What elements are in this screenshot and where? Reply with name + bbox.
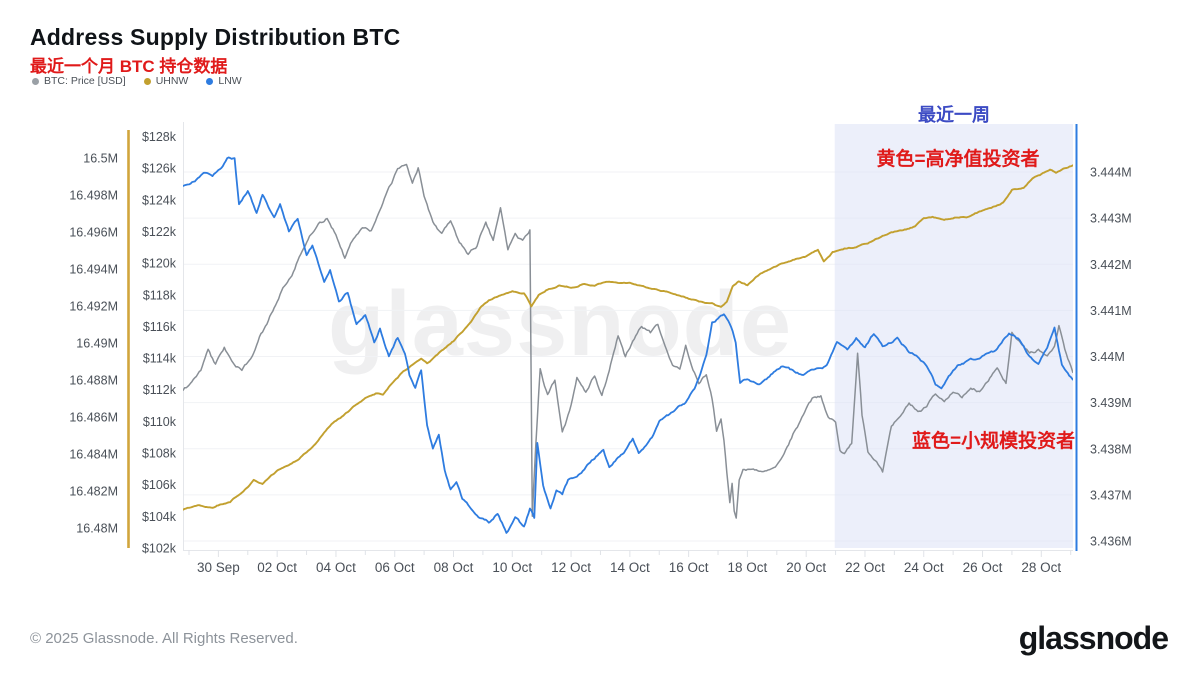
y-tick-supply-left: 16.494M [69, 263, 118, 277]
y-tick-supply-right: 3.436M [1090, 535, 1132, 549]
x-tick-label: 16 Oct [669, 560, 709, 575]
x-tick-label: 04 Oct [316, 560, 356, 575]
recent-week-label: 最近一周 [918, 105, 990, 125]
y-tick-price: $106k [142, 478, 177, 492]
x-tick-label: 08 Oct [434, 560, 474, 575]
y-tick-supply-right: 3.444M [1090, 166, 1132, 180]
y-tick-supply-left: 16.498M [69, 189, 118, 203]
y-tick-price: $102k [142, 542, 177, 556]
page-title: Address Supply Distribution BTC [30, 24, 401, 50]
yellow-series-annotation: 黄色=高净值投资者 [876, 149, 1040, 170]
y-tick-supply-left: 16.496M [69, 226, 118, 240]
chart-subtitle: 最近一个月 BTC 持仓数据 [30, 57, 228, 76]
y-tick-price: $124k [142, 193, 177, 207]
legend-item-uhnw[interactable]: UHNW [143, 75, 189, 87]
y-tick-price: $120k [142, 257, 177, 271]
legend-label: BTC: Price [USD] [44, 75, 126, 87]
legend-item-btc-price-usd-[interactable]: BTC: Price [USD] [32, 75, 126, 87]
y-tick-supply-left: 16.484M [69, 448, 118, 462]
x-tick-label: 10 Oct [492, 560, 532, 575]
y-tick-price: $122k [142, 225, 177, 239]
legend: BTC: Price [USD] UHNW LNW [32, 75, 242, 87]
y-tick-supply-right: 3.443M [1090, 212, 1132, 226]
legend-dot-icon [32, 77, 39, 85]
y-tick-price: $112k [143, 383, 177, 397]
y-tick-price: $126k [142, 162, 177, 176]
series-line-uhnw [183, 164, 1073, 511]
x-tick-label: 22 Oct [845, 560, 885, 575]
legend-item-lnw[interactable]: LNW [206, 75, 242, 87]
y-tick-price: $118k [143, 288, 177, 302]
y-tick-price: $104k [142, 510, 177, 524]
x-tick-label: 28 Oct [1021, 560, 1061, 575]
series-line-btc-price-usd- [183, 163, 1073, 519]
x-tick-label: 02 Oct [257, 560, 297, 575]
y-tick-supply-left: 16.48M [76, 522, 118, 536]
x-tick-label: 24 Oct [904, 560, 944, 575]
legend-dot-icon [143, 77, 151, 85]
x-tick-label: 12 Oct [551, 560, 591, 575]
copyright-text: © 2025 Glassnode. All Rights Reserved. [30, 630, 298, 647]
y-tick-supply-right: 3.437M [1090, 488, 1132, 502]
y-tick-supply-left: 16.49M [76, 337, 118, 351]
recent-week-highlight [834, 124, 1073, 548]
legend-label: LNW [218, 75, 242, 87]
y-tick-supply-left: 16.488M [69, 374, 118, 388]
y-tick-supply-left: 16.482M [69, 485, 118, 499]
y-tick-supply-left: 16.492M [69, 300, 118, 314]
y-tick-price: $114k [143, 352, 177, 366]
y-tick-supply-right: 3.44M [1090, 350, 1125, 364]
y-tick-price: $110k [143, 415, 177, 429]
x-tick-label: 14 Oct [610, 560, 650, 575]
y-tick-price: $116k [143, 320, 177, 334]
blue-series-annotation: 蓝色=小规模投资者 [912, 431, 1076, 452]
y-tick-supply-left: 16.486M [69, 411, 118, 425]
y-tick-supply-right: 3.442M [1090, 258, 1132, 272]
glassnode-logo: glassnode [1018, 620, 1169, 656]
x-tick-label: 26 Oct [963, 560, 1003, 575]
y-tick-price: $128k [142, 130, 177, 144]
x-tick-label: 06 Oct [375, 560, 415, 575]
legend-label: UHNW [155, 75, 189, 87]
y-tick-supply-right: 3.439M [1090, 396, 1132, 410]
y-tick-price: $108k [142, 447, 177, 461]
y-tick-supply-right: 3.438M [1090, 442, 1132, 456]
x-tick-label: 18 Oct [728, 560, 768, 575]
y-tick-supply-right: 3.441M [1090, 304, 1132, 318]
x-tick-label: 20 Oct [786, 560, 826, 575]
y-tick-supply-left: 16.5M [83, 152, 118, 166]
legend-dot-icon [206, 77, 214, 85]
series-line-lnw [183, 156, 1073, 534]
x-tick-label: 30 Sep [197, 560, 240, 575]
